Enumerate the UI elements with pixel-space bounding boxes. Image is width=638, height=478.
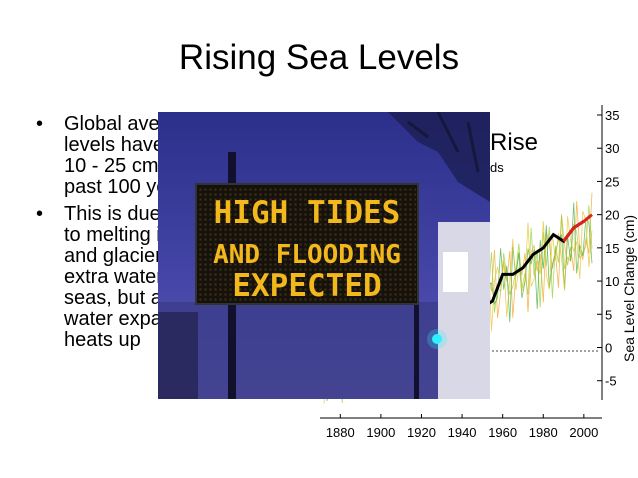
sign-line-3: EXPECTED: [232, 268, 381, 304]
y-tick-label: 10: [605, 274, 619, 289]
y-tick-label: 15: [605, 241, 619, 256]
y-tick-label: 20: [605, 208, 619, 223]
y-tick-label: 5: [605, 307, 612, 322]
chart-subtitle: ds: [490, 160, 504, 175]
x-tick-label: 1900: [366, 425, 395, 440]
flood-sign-photo: HIGH TIDES AND FLOODING EXPECTED: [158, 112, 490, 399]
y-ticks: 35 30 25 20 15 10 5 0 -5: [597, 108, 619, 389]
y-tick-label: 30: [605, 141, 619, 156]
bullet-2-line-7: heats up: [64, 329, 141, 351]
x-tick-label: 1980: [529, 425, 558, 440]
photo-image: HIGH TIDES AND FLOODING EXPECTED: [158, 112, 490, 399]
y-tick-label: -5: [605, 374, 617, 389]
sign-line-2: AND FLOODING: [213, 240, 401, 270]
y-tick-label: 0: [605, 341, 612, 356]
x-tick-label: 1940: [448, 425, 477, 440]
sign-line-1: HIGH TIDES: [214, 195, 401, 231]
x-ticks: 1880 1900 1920 1940 1960 1980 2000: [326, 414, 598, 440]
y-axis-label: Sea Level Change (cm): [621, 215, 637, 362]
sea-level-chart: 35 30 25 20 15 10 5 0 -5 1880 1900 1920 1940 1960 198…: [320, 105, 637, 440]
slide-title: Rising Sea Levels: [178, 38, 460, 77]
chart-title: Rise: [490, 129, 538, 156]
bullet-dot: •: [36, 113, 44, 135]
bullet-dot: •: [36, 203, 44, 225]
y-tick-label: 25: [605, 174, 619, 189]
x-tick-label: 1960: [488, 425, 517, 440]
chart-series-recent: [562, 213, 593, 243]
x-tick-label: 2000: [569, 425, 598, 440]
x-tick-label: 1880: [326, 425, 355, 440]
x-tick-label: 1920: [407, 425, 436, 440]
y-tick-label: 35: [605, 108, 619, 123]
